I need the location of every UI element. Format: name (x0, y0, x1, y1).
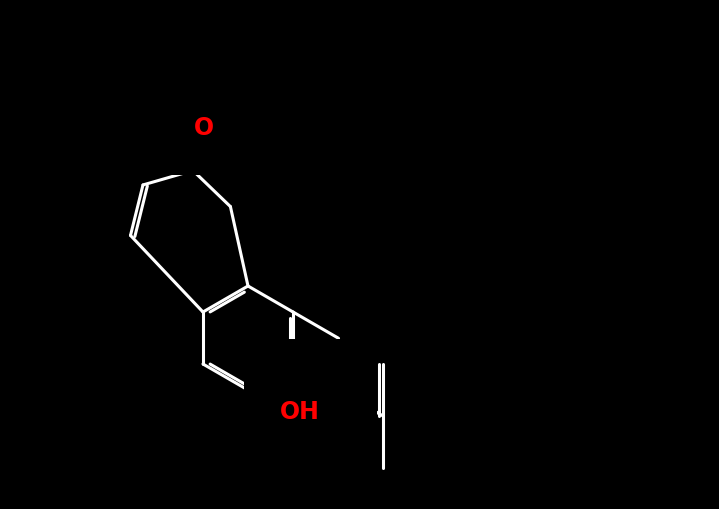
Text: OH: OH (280, 400, 320, 424)
Text: O: O (193, 116, 214, 139)
Text: O: O (321, 374, 342, 398)
